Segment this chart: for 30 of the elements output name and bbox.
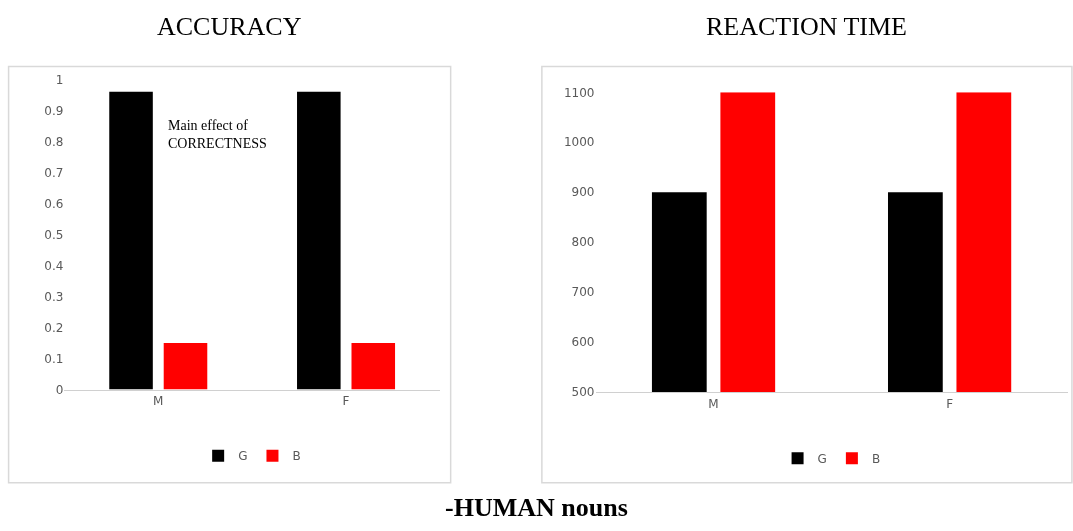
y-tick-label: 0.9 [44,103,64,118]
y-tick-label: 0.4 [44,258,64,273]
legend-label: B [292,449,301,464]
y-tick-label: 0.2 [44,320,64,335]
y-tick-label: 0.5 [44,227,64,242]
y-tick-label: 0.6 [44,196,64,211]
annotation: Main effect of CORRECTNESS [168,118,267,152]
y-tick-label: 600 [571,335,595,350]
y-tick-label: 0.8 [44,134,64,149]
legend-label: G [238,449,248,464]
y-tick-label: 1100 [563,85,595,100]
x-tick-label: F [946,396,954,411]
y-tick-label: 1 [55,72,64,87]
x-tick-label: M [708,396,719,411]
text: -HUMAN nouns [445,493,628,522]
chart-title: ACCURACY [157,12,302,41]
y-tick-label: 0 [55,382,64,397]
y-tick-label: 700 [571,285,595,300]
y-tick-label: 1000 [563,135,595,150]
chart-title: REACTION TIME [706,12,908,41]
x-tick-label: M [153,393,164,408]
y-tick-label: 900 [571,185,595,200]
x-tick-label: F [342,393,350,408]
y-tick-label: 800 [571,235,595,250]
y-tick-label: 0.1 [44,351,64,366]
y-tick-label: 500 [571,385,595,400]
legend-label: G [817,452,827,467]
y-tick-label: 0.7 [44,165,64,180]
legend-label: B [871,452,881,467]
y-tick-label: 0.3 [44,289,64,304]
